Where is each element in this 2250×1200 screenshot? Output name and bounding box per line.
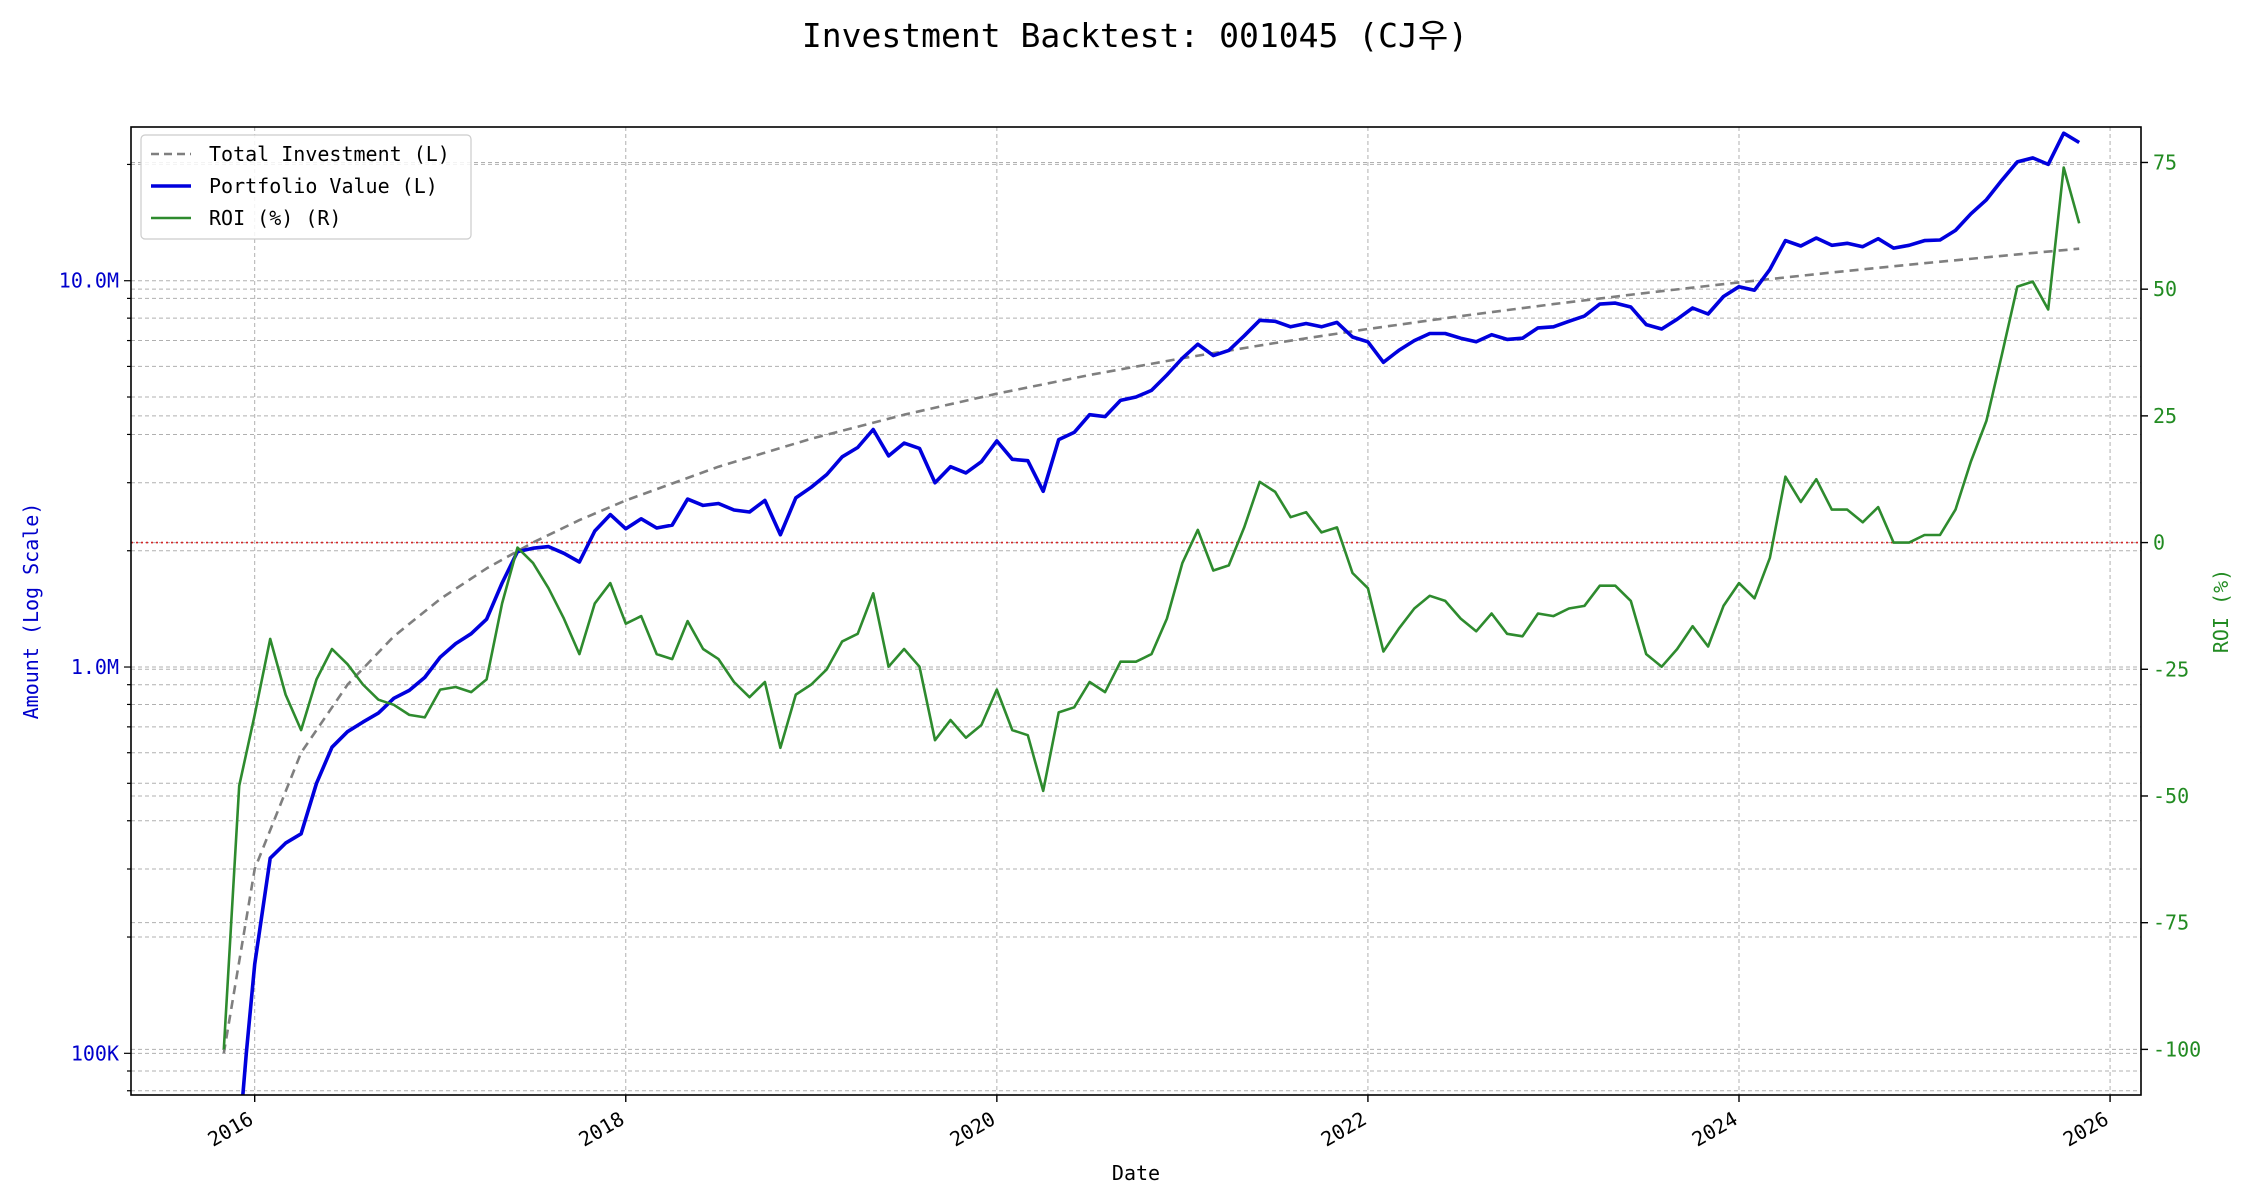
legend: Total Investment (L) Portfolio Value (L)… <box>140 134 472 240</box>
y-right-tick-label: 0 <box>2153 531 2165 555</box>
y-right-tick-label: 75 <box>2153 150 2177 174</box>
legend-label-portfolio: Portfolio Value (L) <box>209 174 438 198</box>
y-right-axis-label: ROI (%) <box>2209 569 2233 653</box>
chart-title: Investment Backtest: 001045 (CJ우) <box>802 16 1468 55</box>
y-left-tick-label: 1.0M <box>71 655 119 679</box>
total-investment-line <box>222 247 2080 1054</box>
portfolio-value-line <box>241 131 2081 1095</box>
x-axis-label: Date <box>1112 1161 1160 1185</box>
y-left-tick-label: 10.0M <box>59 269 119 293</box>
y-right-tick-label: -100 <box>2153 1037 2201 1061</box>
y-left-tick-label: 100K <box>71 1041 119 1065</box>
y-right-tick-label: 25 <box>2153 404 2177 428</box>
y-right-tick-label: -75 <box>2153 911 2189 935</box>
y-right-tick-label: 50 <box>2153 277 2177 301</box>
legend-box <box>140 134 472 240</box>
series-layer <box>131 131 2141 1095</box>
legend-label-roi: ROI (%) (R) <box>209 206 341 230</box>
y-right-tick-label: -50 <box>2153 784 2189 808</box>
grid-layer <box>131 127 2141 1095</box>
y-left-axis-label: Amount (Log Scale) <box>19 503 43 720</box>
y-right-tick-label: -25 <box>2153 657 2189 681</box>
axes-layer: 2016 2018 2020 2022 2024 2026100K1.0M10.0M-10… <box>59 150 2201 1151</box>
plot-frame <box>130 126 2142 1096</box>
legend-label-investment: Total Investment (L) <box>209 142 450 166</box>
roi-line <box>222 166 2081 1050</box>
